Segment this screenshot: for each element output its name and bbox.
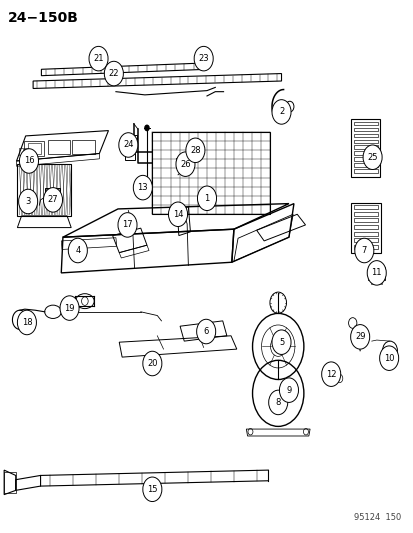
Bar	[353, 163, 377, 167]
Text: 19: 19	[64, 304, 75, 312]
Bar	[353, 157, 377, 161]
Circle shape	[118, 213, 137, 237]
Text: 12: 12	[325, 370, 336, 378]
Circle shape	[354, 238, 373, 263]
Bar	[72, 140, 95, 154]
Bar	[370, 279, 381, 284]
Text: 3: 3	[26, 197, 31, 206]
Text: 2: 2	[278, 108, 283, 116]
Circle shape	[176, 152, 195, 176]
Circle shape	[89, 46, 108, 71]
Bar	[353, 146, 377, 149]
Text: 26: 26	[180, 160, 190, 168]
Text: 28: 28	[190, 146, 200, 155]
Circle shape	[19, 189, 38, 214]
Bar	[152, 132, 270, 214]
Bar	[125, 135, 137, 147]
Circle shape	[362, 145, 381, 169]
Text: 20: 20	[147, 359, 157, 368]
Circle shape	[142, 477, 161, 502]
Text: 18: 18	[21, 318, 32, 327]
Circle shape	[268, 390, 287, 415]
Circle shape	[279, 378, 298, 402]
Circle shape	[17, 310, 36, 335]
Circle shape	[60, 296, 79, 320]
Text: 1: 1	[204, 194, 209, 203]
Bar	[350, 119, 379, 177]
Bar	[24, 148, 28, 155]
Text: 15: 15	[147, 485, 157, 494]
Bar	[367, 266, 384, 280]
Circle shape	[350, 325, 369, 349]
Bar	[47, 140, 70, 154]
Text: 25: 25	[366, 153, 377, 161]
Text: 4: 4	[75, 246, 80, 255]
Bar	[28, 143, 40, 154]
Circle shape	[321, 362, 340, 386]
Text: 27: 27	[47, 196, 58, 204]
Text: 11: 11	[370, 269, 381, 277]
Text: 7: 7	[361, 246, 366, 255]
Circle shape	[197, 186, 216, 211]
Text: 13: 13	[137, 183, 148, 192]
Text: 21: 21	[93, 54, 104, 63]
Circle shape	[43, 188, 62, 212]
Text: 10: 10	[383, 354, 394, 362]
Text: 16: 16	[24, 157, 34, 165]
Bar	[353, 140, 377, 143]
Text: 9: 9	[286, 386, 291, 394]
Bar	[353, 151, 377, 155]
Bar	[353, 205, 377, 209]
Bar	[17, 164, 71, 216]
Circle shape	[119, 133, 138, 157]
Bar	[353, 219, 377, 222]
Bar	[125, 139, 134, 160]
Text: 24: 24	[123, 141, 133, 149]
Circle shape	[196, 319, 215, 344]
Circle shape	[133, 175, 152, 200]
Bar	[176, 158, 187, 168]
Text: 14: 14	[172, 210, 183, 219]
Bar	[4, 472, 16, 493]
Bar	[353, 225, 377, 229]
Bar	[353, 169, 377, 173]
Text: 22: 22	[108, 69, 119, 78]
Text: 29: 29	[354, 333, 365, 341]
Bar	[353, 128, 377, 131]
Bar	[45, 188, 60, 203]
Bar	[187, 144, 200, 155]
Circle shape	[168, 202, 187, 227]
Circle shape	[366, 261, 385, 285]
Circle shape	[145, 125, 149, 131]
Bar	[353, 122, 377, 125]
Bar	[353, 238, 377, 243]
Bar	[353, 212, 377, 216]
Text: 95124  150: 95124 150	[354, 513, 401, 522]
Bar	[127, 146, 135, 150]
Circle shape	[185, 138, 204, 163]
Circle shape	[104, 61, 123, 86]
Text: 17: 17	[122, 221, 133, 229]
Bar	[353, 232, 377, 236]
Circle shape	[19, 149, 38, 173]
Text: 23: 23	[198, 54, 209, 63]
Bar	[19, 148, 23, 155]
Bar	[24, 141, 44, 156]
Circle shape	[142, 351, 161, 376]
Circle shape	[194, 46, 213, 71]
Circle shape	[271, 330, 290, 354]
Text: 24−150B: 24−150B	[8, 11, 79, 25]
Circle shape	[68, 238, 87, 263]
Bar	[350, 203, 380, 253]
Text: 6: 6	[203, 327, 208, 336]
Text: 5: 5	[278, 338, 283, 346]
Circle shape	[271, 100, 290, 124]
Text: 8: 8	[275, 398, 280, 407]
Bar	[353, 245, 377, 249]
Circle shape	[379, 346, 398, 370]
Bar	[353, 134, 377, 137]
